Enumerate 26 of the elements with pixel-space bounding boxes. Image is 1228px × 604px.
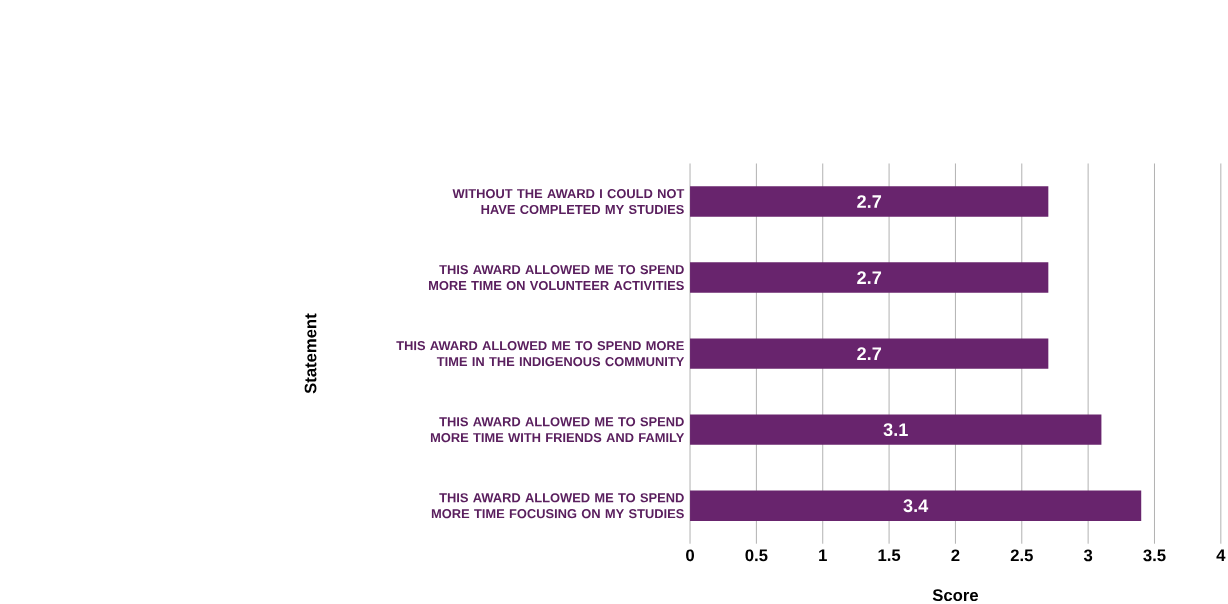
x-tick-label: 1.5 [878, 549, 901, 562]
data-label: 2.7 [857, 347, 882, 361]
bar [690, 262, 1049, 293]
bar [690, 338, 1049, 370]
x-tick-label: 2 [951, 549, 960, 562]
x-tick-label: 4 [1216, 549, 1226, 562]
y-axis-title: Statement [304, 313, 317, 394]
bar [690, 186, 1049, 217]
data-label: 3.4 [903, 499, 929, 513]
bar [690, 414, 1102, 446]
y-tick-label: THIS AWARD ALLOWED ME TO SPEND MORE TIME FOCUSING ON MY STUDIES [431, 493, 684, 519]
y-tick-label: THIS AWARD ALLOWED ME TO SPEND MORE TIME WITH FRIENDS AND FAMILY [430, 417, 685, 443]
x-tick-label: 2.5 [1010, 549, 1033, 562]
data-label: 2.7 [857, 271, 882, 285]
x-tick-label: 0.5 [745, 549, 768, 562]
y-tick-label: THIS AWARD ALLOWED ME TO SPEND MORE TIME IN THE INDIGENOUS COMMUNITY [396, 341, 685, 367]
data-label: 3.1 [883, 423, 908, 437]
x-tick-label: 0 [686, 549, 694, 562]
x-axis-title: Score [932, 589, 979, 602]
x-tick-label: 3 [1083, 549, 1093, 562]
y-tick-label: WITHOUT THE AWARD I COULD NOT HAVE COMPLETED MY STUDIES [452, 189, 685, 215]
data-label: 2.7 [857, 195, 882, 209]
x-tick-label: 1 [819, 549, 827, 562]
y-tick-label: THIS AWARD ALLOWED ME TO SPEND MORE TIME ON VOLUNTEER ACTIVITIES [429, 265, 684, 291]
x-tick-label: 3.5 [1143, 549, 1166, 562]
bar [690, 490, 1142, 522]
